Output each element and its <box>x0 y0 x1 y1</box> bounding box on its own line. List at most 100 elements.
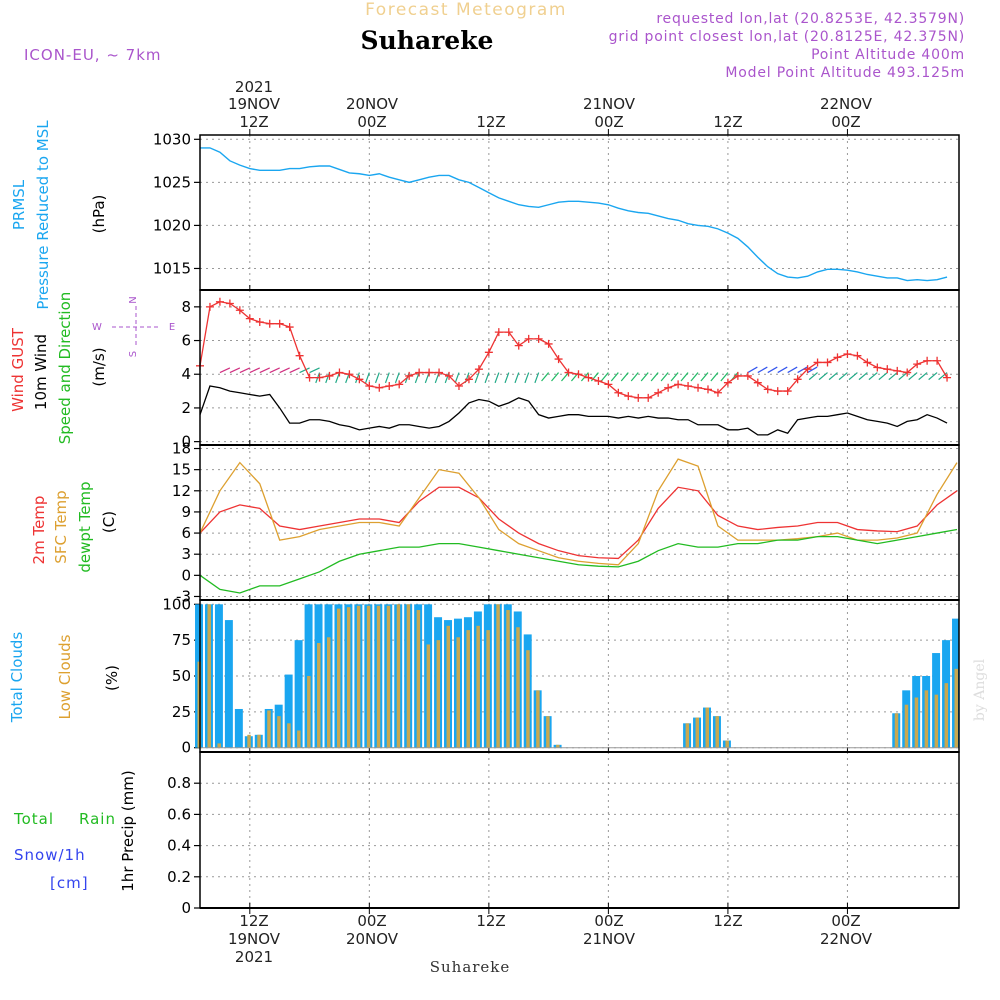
y-tick-label: 8 <box>181 298 191 316</box>
gust-marker <box>654 388 663 397</box>
low-cloud-bar <box>715 716 719 748</box>
model-altitude: Model Point Altitude 493.125m <box>725 65 965 81</box>
wind-direction-arrow <box>650 372 659 382</box>
wind-direction-arrow <box>374 372 380 384</box>
low-cloud-bar <box>556 744 560 748</box>
wind-direction-arrow <box>787 366 798 374</box>
wind-direction-arrow <box>807 366 818 374</box>
gust-marker <box>295 351 304 360</box>
y-tick-label: 3 <box>181 545 191 563</box>
low-cloud-bar <box>496 604 500 748</box>
panel-label-wind: 10m Wind <box>32 334 50 410</box>
compass-rose: N S W E <box>92 296 175 357</box>
wind-direction-arrow <box>720 372 729 382</box>
low-cloud-bar <box>366 605 371 748</box>
wind-direction-arrow <box>777 366 788 374</box>
gust-line <box>199 301 948 399</box>
gust-marker <box>644 393 653 402</box>
gust-marker <box>255 318 264 327</box>
requested-coords: requested lon,lat (20.8253E, 42.3579N) <box>656 11 965 27</box>
wind-direction-arrow <box>700 372 709 382</box>
wind-direction-arrow <box>898 372 908 381</box>
wind-direction-arrow <box>660 372 669 382</box>
y-tick-label: 0.4 <box>167 837 191 855</box>
bottom-tick-label: 19NOV <box>228 930 281 948</box>
gust-marker <box>684 382 693 391</box>
low-cloud-bar <box>267 710 271 748</box>
wind-direction-arrow <box>551 372 560 382</box>
panel-label-prmsl: PRMSL <box>10 179 28 230</box>
y-tick-label: 0.6 <box>167 805 191 823</box>
wind-direction-arrow <box>828 372 838 381</box>
y-tick-label: 12 <box>172 482 191 500</box>
gust-marker <box>823 358 832 367</box>
top-tick-label: 19NOV <box>228 95 281 113</box>
low-cloud-bar <box>247 734 251 748</box>
low-cloud-bar <box>336 608 341 748</box>
low-cloud-bar <box>904 704 909 748</box>
panel-unit-hpa: (hPa) <box>90 195 108 234</box>
panel-frame <box>199 751 960 909</box>
total-cloud-bar <box>294 640 303 748</box>
panel-label-low-clouds: Low Clouds <box>56 634 74 719</box>
credit-watermark: by Angel <box>972 658 988 721</box>
wind-direction-arrow <box>868 372 878 381</box>
wind-direction-arrow <box>484 372 490 384</box>
panel-unit-mm: 1hr Precip (mm) <box>119 770 137 891</box>
gust-marker <box>793 375 802 384</box>
low-cloud-bar <box>307 676 311 748</box>
panel-unit-c: (C) <box>100 511 118 533</box>
low-cloud-bar <box>277 716 281 748</box>
gust-marker <box>883 365 892 374</box>
gust-marker <box>773 387 782 396</box>
gust-marker <box>415 368 424 377</box>
panel-label-rain: Rain <box>79 810 116 828</box>
y-tick-label: 0.8 <box>167 774 191 792</box>
low-cloud-bar <box>695 717 700 748</box>
pressure-line <box>200 147 948 282</box>
low-cloud-bar <box>217 743 221 748</box>
y-tick-label: 2 <box>181 399 191 417</box>
total-cloud-bar <box>234 708 243 748</box>
wind-direction-arrow <box>918 372 928 381</box>
gust-marker <box>265 319 274 328</box>
y-tick-label: 0 <box>181 899 191 917</box>
low-cloud-bar <box>954 668 959 748</box>
low-cloud-bar <box>486 630 490 748</box>
wind-direction-arrow <box>878 372 888 381</box>
gust-marker <box>743 371 752 380</box>
y-tick-label: 1030 <box>153 130 191 148</box>
gust-marker <box>624 392 633 401</box>
low-cloud-bar <box>386 605 391 748</box>
gust-marker <box>913 360 922 369</box>
precip-panel-labels: Total Rain Snow/1h [cm] 1hr Precip (mm) <box>13 770 137 892</box>
wind-direction-arrow <box>757 366 768 374</box>
gust-marker <box>425 368 434 377</box>
compass-e-label: E <box>169 322 175 333</box>
gust-marker <box>584 373 593 382</box>
low-cloud-bar <box>944 683 949 748</box>
low-cloud-bar <box>297 730 301 748</box>
gust-marker <box>634 393 643 402</box>
y-tick-label: 25 <box>172 703 191 721</box>
panel-label-sfc: SFC Temp <box>52 490 70 563</box>
wind-direction-arrow <box>838 372 848 381</box>
gust-marker <box>504 328 513 337</box>
gust-marker <box>664 383 673 392</box>
wind-direction-arrow <box>858 372 868 381</box>
y-tick-label: 18 <box>172 440 191 458</box>
wind-direction-arrow <box>561 372 570 382</box>
total-cloud-bar <box>284 674 293 748</box>
y-tick-label: 6 <box>181 332 191 350</box>
low-cloud-bar <box>257 734 261 748</box>
gust-marker <box>853 351 862 360</box>
bottom-tick-label: 22NOV <box>820 930 873 948</box>
gust-marker <box>763 385 772 394</box>
wind-panel: 0 2 4 6 8 <box>181 289 960 451</box>
panel-frame <box>199 444 960 601</box>
low-cloud-bar <box>725 740 729 748</box>
gust-marker <box>205 302 214 311</box>
low-cloud-bar <box>396 604 401 748</box>
y-tick-label: 6 <box>181 524 191 542</box>
panel-unit-ms: (m/s) <box>90 347 108 386</box>
